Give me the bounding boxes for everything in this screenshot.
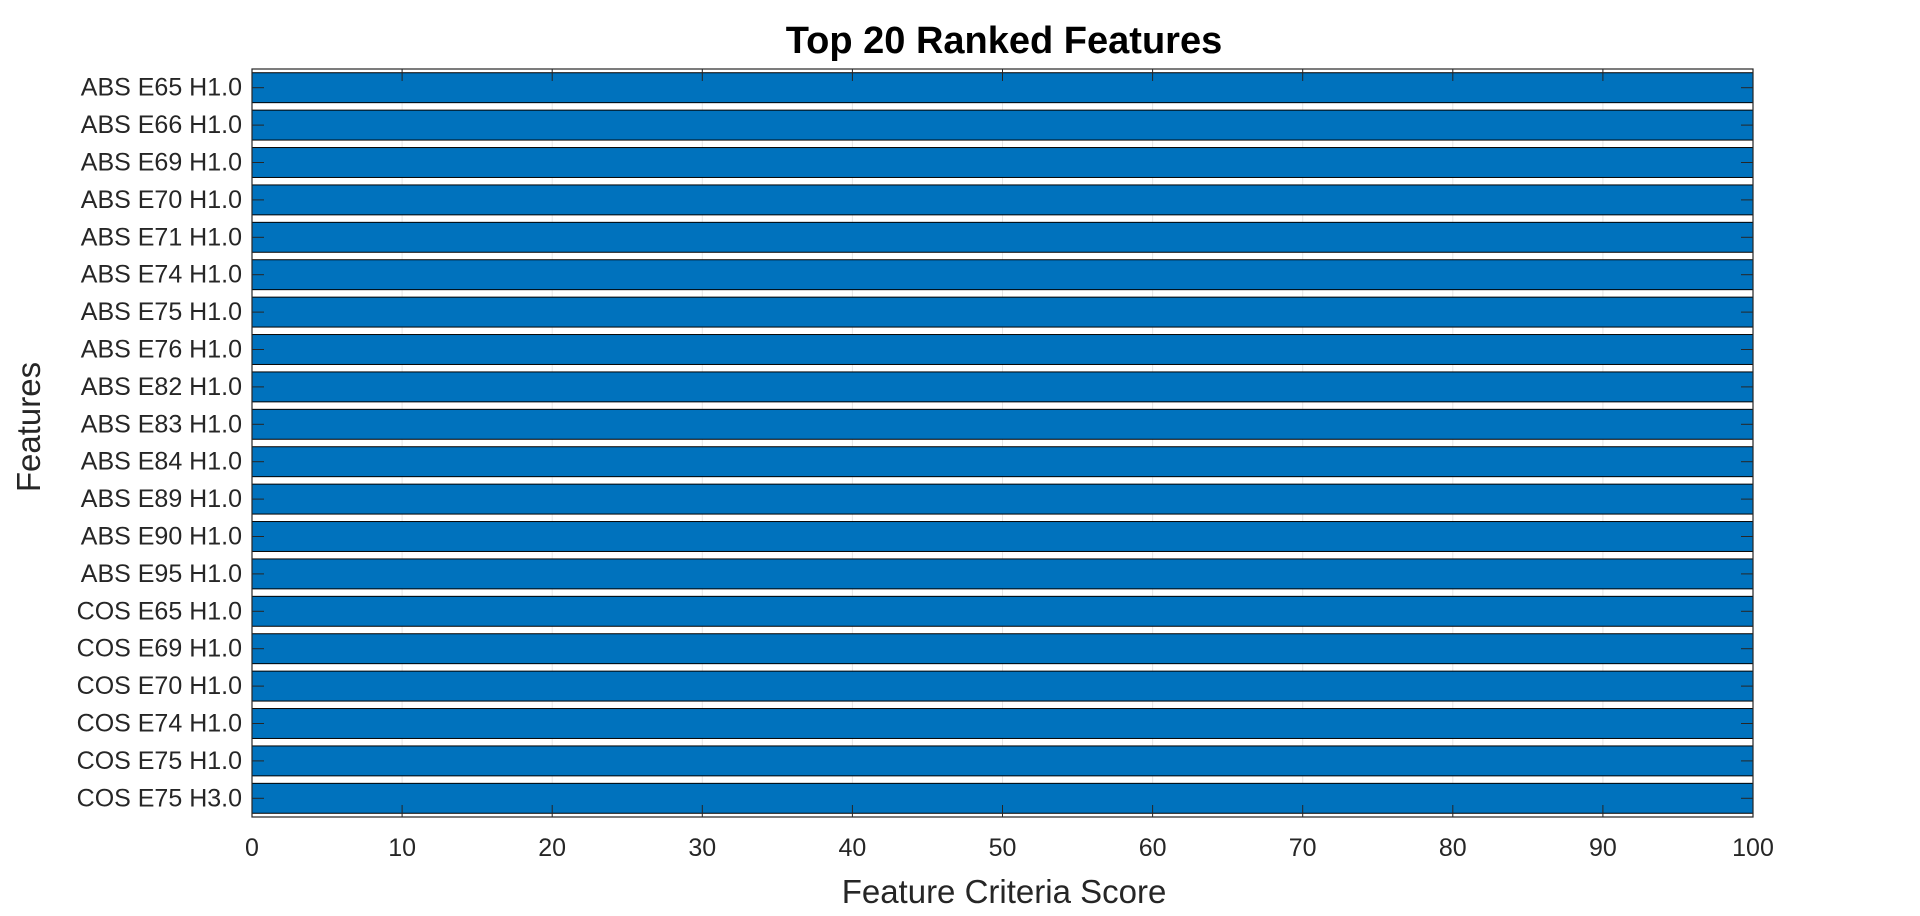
bar [251, 483, 1754, 515]
y-tick-label: COS E75 H1.0 [77, 747, 242, 775]
x-tick-label: 20 [538, 834, 566, 862]
chart-title: Top 20 Ranked Features [786, 20, 1222, 62]
bar [251, 296, 1754, 328]
x-tick-label: 90 [1589, 834, 1617, 862]
bar [251, 595, 1754, 627]
y-tick-label: ABS E70 H1.0 [81, 186, 242, 214]
x-tick-label: 0 [245, 834, 259, 862]
x-tick-label: 100 [1732, 834, 1774, 862]
x-tick-label: 40 [838, 834, 866, 862]
y-tick-label: ABS E83 H1.0 [81, 410, 242, 438]
y-tick-label: ABS E90 H1.0 [81, 523, 242, 551]
y-tick-label: COS E75 H3.0 [77, 784, 242, 812]
y-tick-label: ABS E82 H1.0 [81, 373, 242, 401]
bar [251, 371, 1754, 403]
y-tick-label: ABS E84 H1.0 [81, 448, 242, 476]
y-tick-label: COS E65 H1.0 [77, 597, 242, 625]
bar [251, 147, 1754, 178]
x-tick-label: 80 [1439, 834, 1467, 862]
x-tick-label: 60 [1139, 834, 1167, 862]
grid-lines [251, 69, 1754, 817]
bar [251, 221, 1754, 253]
x-tick-label: 50 [989, 834, 1017, 862]
bar [251, 408, 1754, 440]
bar [251, 446, 1754, 478]
bar [251, 708, 1754, 739]
bar [251, 109, 1754, 141]
y-tick-labels: ABS E65 H1.0 ABS E66 H1.0 ABS E69 H1.0 ABS … [77, 74, 242, 813]
x-axis-label: Feature Criteria Score [842, 873, 1167, 910]
y-tick-label: COS E70 H1.0 [77, 672, 242, 700]
y-tick-label: COS E74 H1.0 [77, 710, 242, 738]
y-tick-label: ABS E74 H1.0 [81, 261, 242, 289]
y-tick-label: ABS E69 H1.0 [81, 149, 242, 177]
y-tick-label: ABS E66 H1.0 [81, 111, 242, 139]
x-tick-labels: 0 10 20 30 40 50 60 70 80 90 100 [245, 834, 1774, 862]
bar [251, 558, 1754, 590]
y-tick-label: ABS E75 H1.0 [81, 298, 242, 326]
bar [251, 521, 1754, 552]
bar [251, 670, 1754, 702]
y-tick-label: ABS E95 H1.0 [81, 560, 242, 588]
bar [251, 259, 1754, 291]
x-tick-label: 10 [388, 834, 416, 862]
x-tick-label: 70 [1289, 834, 1317, 862]
bar [251, 633, 1754, 665]
x-tick-label: 30 [688, 834, 716, 862]
bar [251, 334, 1754, 365]
axes [251, 68, 1754, 818]
y-tick-label: ABS E89 H1.0 [81, 485, 242, 513]
y-tick-label: ABS E76 H1.0 [81, 336, 242, 364]
y-tick-label: COS E69 H1.0 [77, 635, 242, 663]
bar [251, 184, 1754, 216]
bar [251, 745, 1754, 777]
y-tick-label: ABS E71 H1.0 [81, 223, 242, 251]
y-axis-label: Features [10, 362, 47, 492]
y-tick-label: ABS E65 H1.0 [81, 74, 242, 102]
